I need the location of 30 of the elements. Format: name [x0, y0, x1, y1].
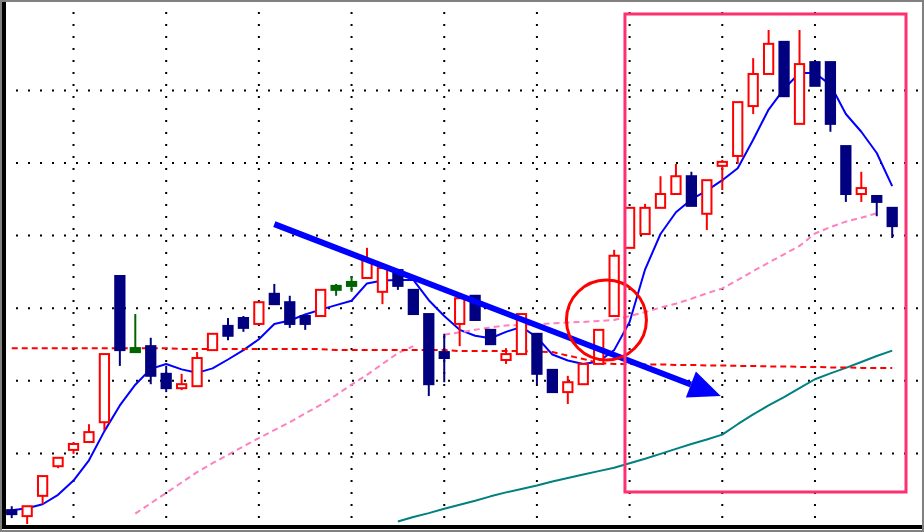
candlestick: [145, 336, 157, 386]
candlestick: [376, 267, 389, 306]
candlestick: [454, 297, 466, 348]
candlestick: [670, 162, 682, 196]
candlestick: [546, 368, 558, 394]
candlestick: [639, 202, 651, 236]
candlestick: [886, 206, 898, 239]
candlestick: [284, 294, 296, 329]
candlestick: [407, 288, 419, 316]
candlestick: [855, 170, 867, 203]
candlestick: [623, 206, 636, 249]
candlestick: [36, 475, 49, 506]
candlestick: [840, 145, 852, 203]
candlestick: [268, 282, 280, 306]
candlestick: [701, 179, 713, 232]
candlestick: [562, 374, 574, 405]
candlestick: [160, 364, 172, 394]
candlestick: [654, 175, 667, 209]
candlestick: [531, 332, 543, 386]
candlestick: [222, 317, 234, 342]
candlestick: [685, 170, 698, 207]
candlestick: [809, 61, 821, 87]
candlestick: [716, 158, 728, 192]
candlestick: [253, 301, 265, 325]
candlestick: [762, 29, 775, 75]
candlestick: [871, 194, 883, 218]
candlestick: [438, 332, 450, 384]
candlestick: [129, 313, 141, 354]
candlestick: [747, 57, 759, 115]
candlestick: [315, 288, 327, 318]
